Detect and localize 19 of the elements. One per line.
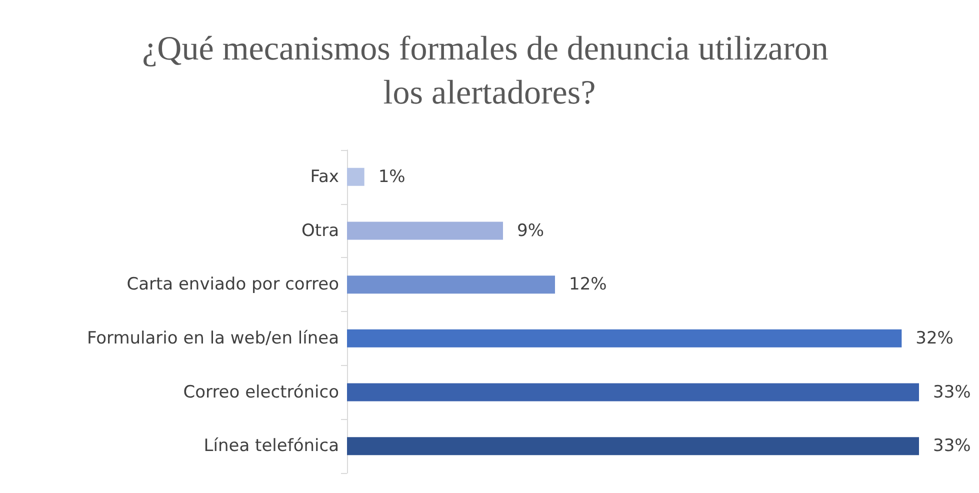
data-label: 33% bbox=[933, 436, 971, 456]
chart-title: ¿Qué mecanismos formales de denuncia utilizaron los alertadores? bbox=[142, 30, 837, 112]
bar bbox=[347, 437, 919, 456]
y-tick-label: Fax bbox=[310, 166, 339, 187]
bar bbox=[347, 222, 503, 240]
data-label: 12% bbox=[569, 274, 607, 295]
bar bbox=[347, 329, 902, 348]
y-tick-label: Línea telefónica bbox=[204, 436, 339, 456]
bar bbox=[347, 383, 919, 402]
data-label: 1% bbox=[378, 166, 406, 187]
data-label: 33% bbox=[933, 382, 971, 402]
data-label: 32% bbox=[916, 328, 954, 348]
data-label: 9% bbox=[517, 220, 544, 241]
bar bbox=[347, 276, 555, 294]
y-tick-label: Carta enviado por correo bbox=[126, 274, 339, 295]
y-tick-label: Correo electrónico bbox=[183, 382, 339, 402]
bar bbox=[347, 168, 364, 186]
y-tick-label: Formulario en la web/en línea bbox=[86, 328, 339, 348]
y-tick-label: Otra bbox=[302, 220, 339, 241]
